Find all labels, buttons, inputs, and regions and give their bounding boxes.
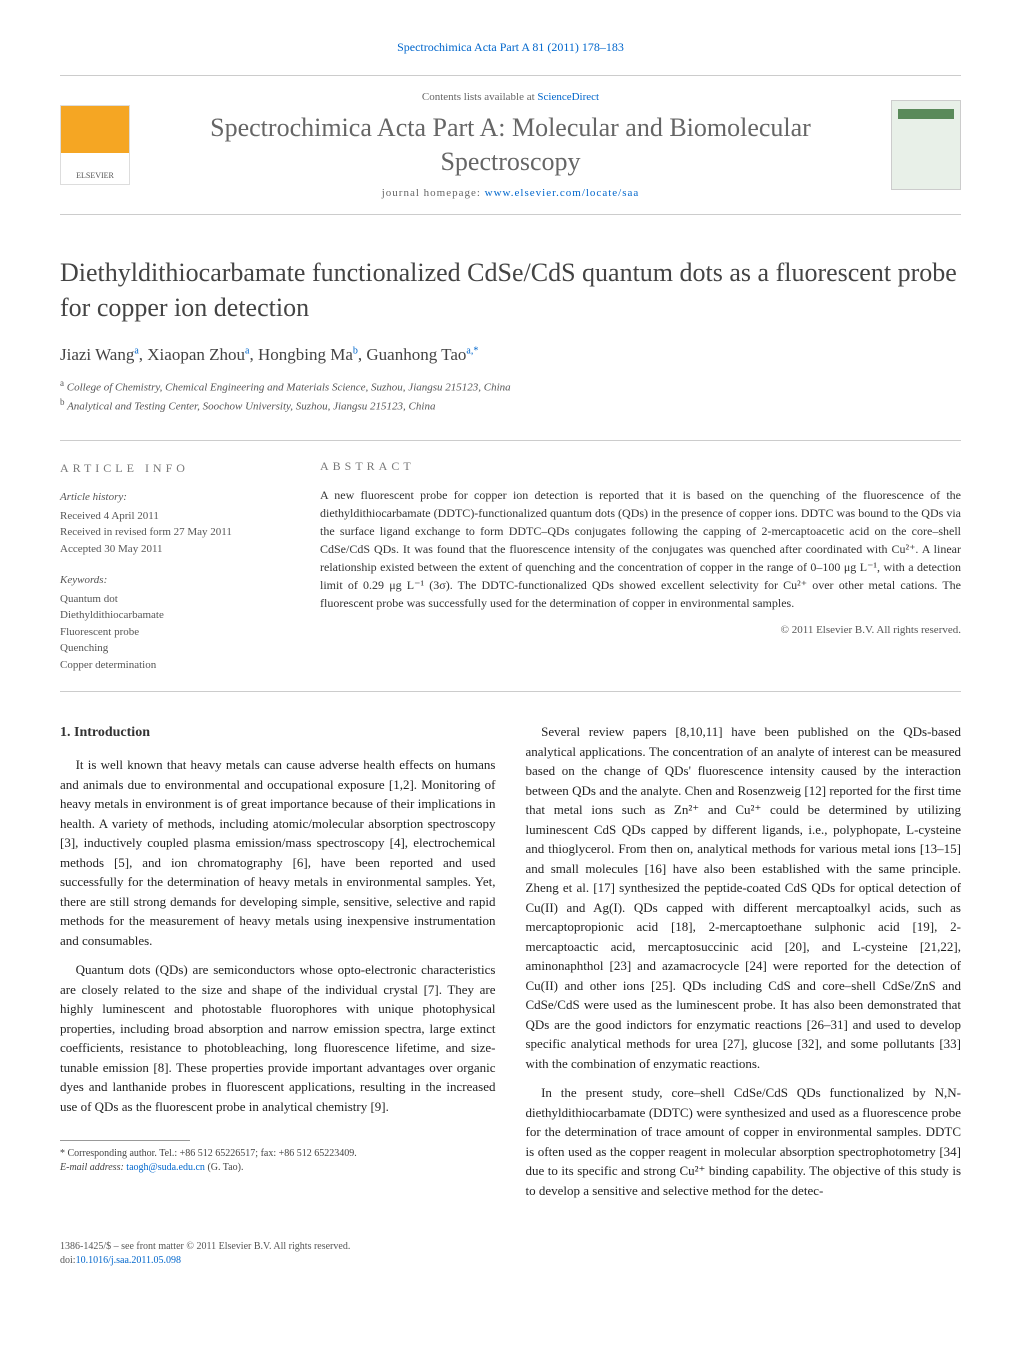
- keyword: Copper determination: [60, 657, 290, 674]
- affiliation-a: a College of Chemistry, Chemical Enginee…: [60, 377, 961, 396]
- article-info-heading: ARTICLE INFO: [60, 459, 290, 477]
- article-info: ARTICLE INFO Article history: Received 4…: [60, 459, 290, 673]
- keyword: Diethyldithiocarbamate: [60, 607, 290, 624]
- journal-name: Spectrochimica Acta Part A: Molecular an…: [150, 111, 871, 179]
- article-title: Diethyldithiocarbamate functionalized Cd…: [60, 255, 961, 325]
- page-footer: 1386-1425/$ – see front matter © 2011 El…: [60, 1240, 961, 1268]
- citation-link[interactable]: Spectrochimica Acta Part A 81 (2011) 178…: [397, 40, 624, 54]
- elsevier-logo: [60, 105, 130, 185]
- keyword: Quenching: [60, 640, 290, 657]
- corresponding-line: * Corresponding author. Tel.: +86 512 65…: [60, 1147, 496, 1161]
- email-link[interactable]: taogh@suda.edu.cn: [126, 1162, 205, 1173]
- history-label: Article history:: [60, 489, 290, 506]
- sciencedirect-link[interactable]: ScienceDirect: [537, 91, 599, 103]
- keyword: Fluorescent probe: [60, 624, 290, 641]
- affiliations: a College of Chemistry, Chemical Enginee…: [60, 377, 961, 415]
- keywords-label: Keywords:: [60, 572, 290, 589]
- keyword: Quantum dot: [60, 591, 290, 608]
- email-line: E-mail address: taogh@suda.edu.cn (G. Ta…: [60, 1161, 496, 1175]
- section-1-heading: 1. Introduction: [60, 722, 496, 743]
- affiliation-b: b Analytical and Testing Center, Soochow…: [60, 396, 961, 415]
- info-abstract-row: ARTICLE INFO Article history: Received 4…: [60, 440, 961, 692]
- abstract-column: ABSTRACT A new fluorescent probe for cop…: [320, 459, 961, 673]
- abstract-copyright: © 2011 Elsevier B.V. All rights reserved…: [320, 624, 961, 636]
- history-received: Received 4 April 2011: [60, 508, 290, 525]
- body-para: Several review papers [8,10,11] have bee…: [526, 722, 962, 1073]
- abstract-heading: ABSTRACT: [320, 459, 961, 474]
- body-columns: 1. Introduction It is well known that he…: [60, 722, 961, 1210]
- journal-cover-icon: [891, 100, 961, 190]
- corresponding-footnote: * Corresponding author. Tel.: +86 512 65…: [60, 1147, 496, 1175]
- doi-link[interactable]: 10.1016/j.saa.2011.05.098: [76, 1255, 181, 1266]
- body-para: It is well known that heavy metals can c…: [60, 755, 496, 950]
- homepage-prefix: journal homepage:: [382, 187, 485, 199]
- running-header: Spectrochimica Acta Part A 81 (2011) 178…: [60, 40, 961, 55]
- history-accepted: Accepted 30 May 2011: [60, 541, 290, 558]
- doi-line: doi:10.1016/j.saa.2011.05.098: [60, 1254, 961, 1268]
- body-para: Quantum dots (QDs) are semiconductors wh…: [60, 960, 496, 1116]
- abstract-text: A new fluorescent probe for copper ion d…: [320, 486, 961, 612]
- homepage-link[interactable]: www.elsevier.com/locate/saa: [485, 187, 640, 199]
- contents-prefix: Contents lists available at: [422, 91, 537, 103]
- journal-homepage: journal homepage: www.elsevier.com/locat…: [150, 187, 871, 199]
- footnote-separator: [60, 1140, 190, 1141]
- history-revised: Received in revised form 27 May 2011: [60, 524, 290, 541]
- banner-center: Contents lists available at ScienceDirec…: [130, 91, 891, 199]
- left-column: 1. Introduction It is well known that he…: [60, 722, 496, 1210]
- journal-banner: Contents lists available at ScienceDirec…: [60, 75, 961, 215]
- body-para: In the present study, core–shell CdSe/Cd…: [526, 1083, 962, 1200]
- front-matter-line: 1386-1425/$ – see front matter © 2011 El…: [60, 1240, 961, 1254]
- author-list: Jiazi Wanga, Xiaopan Zhoua, Hongbing Mab…: [60, 345, 961, 365]
- right-column: Several review papers [8,10,11] have bee…: [526, 722, 962, 1210]
- contents-available: Contents lists available at ScienceDirec…: [150, 91, 871, 103]
